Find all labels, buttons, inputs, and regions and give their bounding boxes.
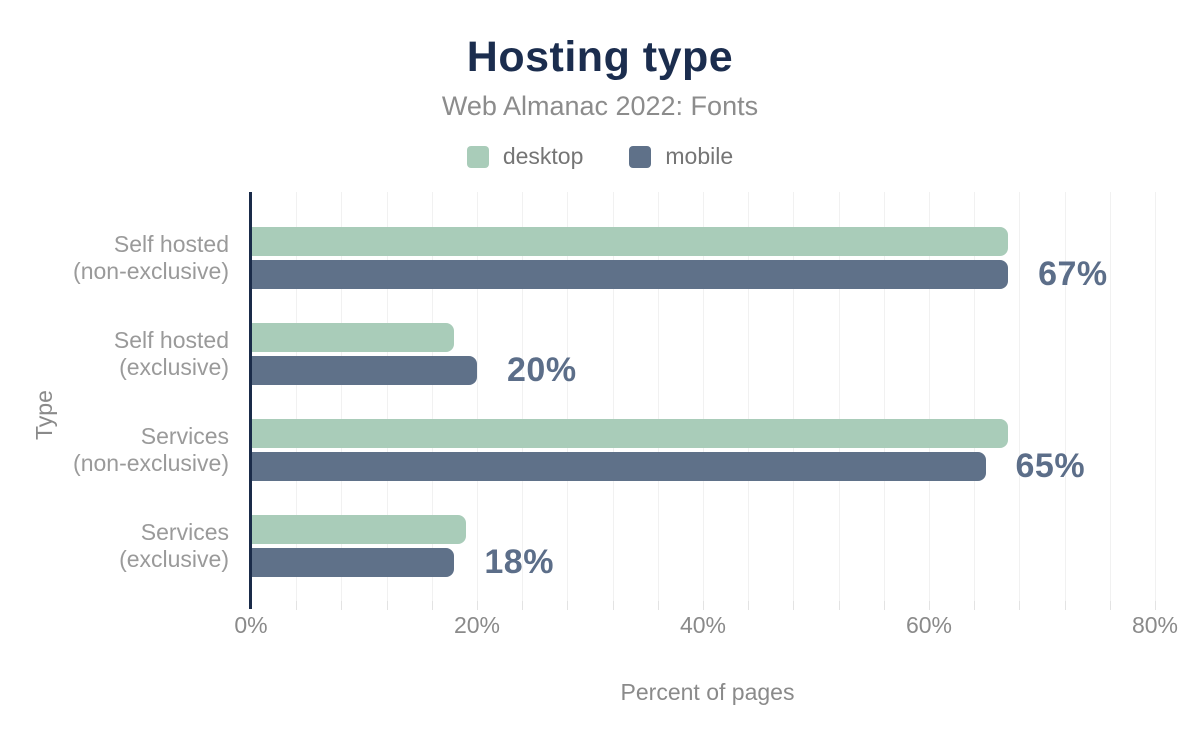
x-tick-label: 20% [453,612,501,638]
category-label: Self hosted (exclusive) [113,327,229,380]
chart-title: Hosting type [466,33,734,81]
chart-subtitle: Web Almanac 2022: Fonts [441,91,759,121]
gridline [1155,192,1156,601]
x-tick-mark [1064,601,1066,610]
x-tick-mark [974,601,976,610]
x-tick-mark [657,601,659,610]
x-tick-mark [883,601,885,610]
gridline [1109,192,1111,601]
gridline [386,192,388,601]
legend-item-desktop: desktop [466,143,584,170]
x-tick-mark [567,601,569,610]
category-label: Services (non-exclusive) [73,423,229,476]
legend-swatch-desktop-icon [466,145,489,168]
category-label: Self hosted (non-exclusive) [73,231,229,284]
gridline [703,192,704,601]
bar-mobile-0 [251,260,1009,289]
legend-label-mobile: mobile [665,143,734,169]
x-tick-labels: 0% 20% 40% 60% 80% [234,612,1178,642]
gridline [1019,192,1021,601]
x-tick-label: 40% [679,612,727,638]
gridline [657,192,659,601]
category-labels: Self hosted (non-exclusive) Self hosted (… [0,192,240,601]
bar-value-label: 18% [484,543,554,581]
x-tick-mark [748,601,750,610]
x-tick-mark [1019,601,1021,610]
gridline [974,192,976,601]
category-label: Services (exclusive) [119,519,229,572]
legend-label-desktop: desktop [502,143,584,169]
bar-group-2: 65% [251,419,1164,485]
bar-mobile-3 [251,548,455,577]
x-tick-mark [793,601,795,610]
legend-item-mobile: mobile [629,143,733,170]
bar-desktop-0 [251,227,1009,256]
bar-desktop-1 [251,323,455,352]
plot-area: 67% 20% 65% 18% [251,192,1164,610]
gridline [883,192,885,601]
bar-value-label: 20% [507,351,577,389]
x-tick-mark [522,601,524,610]
bar-desktop-2 [251,419,1009,448]
bar-desktop-3 [251,515,466,544]
gridline [431,192,433,601]
legend-swatch-mobile-icon [629,145,652,168]
bar-mobile-1 [251,356,477,385]
y-axis-line [249,192,252,609]
x-tick-mark [431,601,433,610]
gridline [793,192,795,601]
gridline [929,192,930,601]
x-tick-mark [838,601,840,610]
x-tick-label: 0% [234,612,268,638]
bar-group-1: 20% [251,323,1164,389]
bar-value-label: 67% [1038,255,1108,293]
gridline [296,192,298,601]
bar-mobile-2 [251,452,986,481]
x-tick-mark [477,601,478,610]
x-tick-mark [296,601,298,610]
gridline [612,192,614,601]
x-tick-label: 80% [1131,612,1179,638]
bar-group-0: 67% [251,227,1164,293]
x-tick-mark [612,601,614,610]
x-tick-mark [386,601,388,610]
bar-group-3: 18% [251,515,1164,581]
gridline [477,192,478,601]
x-tick-label: 60% [905,612,953,638]
gridline [341,192,343,601]
x-tick-mark [1155,601,1156,610]
gridline [748,192,750,601]
x-tick-mark [929,601,930,610]
gridline [1064,192,1066,601]
gridline [567,192,569,601]
x-tick-mark [1109,601,1111,610]
gridline [522,192,524,601]
bar-value-label: 65% [1015,447,1086,485]
x-axis-title: Percent of pages [620,679,795,705]
gridline [838,192,840,601]
x-tick-mark [341,601,343,610]
legend: desktop mobile [0,143,1200,170]
x-tick-mark [703,601,704,610]
